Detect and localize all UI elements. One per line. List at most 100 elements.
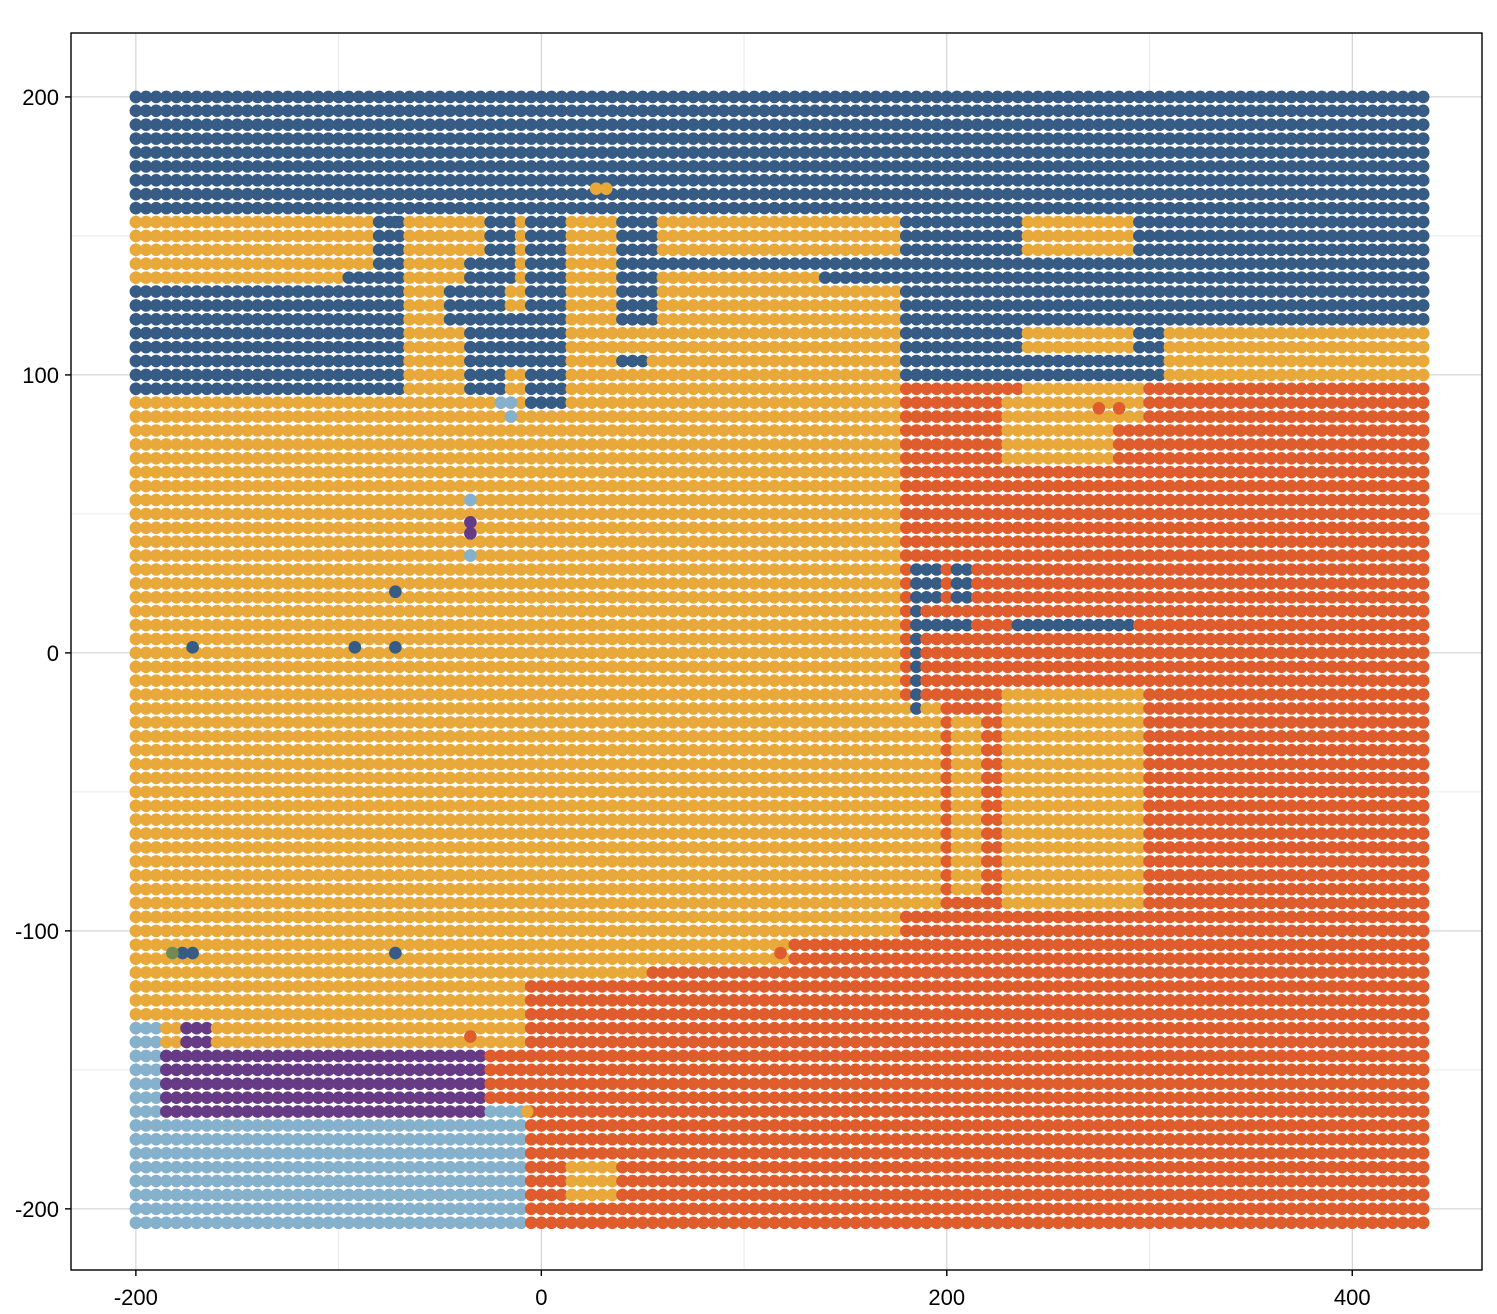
scatter-point-orange	[950, 1202, 964, 1216]
scatter-point-orange	[727, 1202, 741, 1216]
scatter-point-orange	[1112, 1216, 1126, 1230]
scatter-point-lightblue	[362, 1146, 376, 1160]
scatter-point-gold	[565, 1160, 579, 1174]
scatter-point-orange	[605, 1119, 619, 1132]
scatter-point-orange	[768, 1077, 781, 1091]
scatter-point-lightblue	[271, 1216, 285, 1230]
scatter-point-orange	[1274, 1188, 1288, 1202]
scatter-point-orange	[1356, 1063, 1369, 1077]
scatter-point-orange	[616, 1133, 629, 1146]
scatter-point-orange	[1234, 1146, 1248, 1160]
scatter-point-lightblue	[190, 1160, 203, 1174]
scatter-point-orange	[1051, 1188, 1065, 1202]
scatter-point-orange	[717, 1091, 731, 1104]
scatter-point-purple	[200, 1091, 214, 1104]
scatter-point-orange	[1062, 1160, 1075, 1174]
scatter-point-orange	[737, 1077, 751, 1091]
scatter-point-lightblue	[494, 1188, 508, 1202]
scatter-point-purple	[393, 1091, 406, 1104]
scatter-point-orange	[839, 1202, 852, 1216]
scatter-point-orange	[910, 1133, 923, 1146]
scatter-point-orange	[676, 1202, 690, 1216]
scatter-point-orange	[889, 1091, 903, 1104]
scatter-point-orange	[991, 1188, 1004, 1202]
scatter-point-orange	[747, 1105, 761, 1118]
scatter-point-orange	[1325, 1202, 1339, 1216]
scatter-point-orange	[1224, 1119, 1237, 1132]
scatter-point-orange	[778, 1216, 791, 1230]
scatter-point-lightblue	[342, 1119, 356, 1132]
scatter-point-orange	[778, 1174, 791, 1188]
scatter-point-orange	[555, 1133, 568, 1146]
scatter-point-orange	[1153, 1160, 1166, 1174]
scatter-point-lightblue	[403, 1174, 416, 1188]
scatter-point-lightblue	[332, 1133, 345, 1146]
scatter-point-orange	[1335, 1216, 1349, 1230]
scatter-point-orange	[676, 1063, 690, 1077]
scatter-point-orange	[1366, 1063, 1379, 1077]
scatter-point-orange	[1244, 1174, 1258, 1188]
scatter-point-purple	[403, 1063, 416, 1077]
scatter-point-orange	[1244, 1188, 1258, 1202]
scatter-point-lightblue	[382, 1174, 396, 1188]
scatter-point-orange	[605, 1063, 619, 1077]
scatter-point-purple	[159, 1063, 173, 1077]
scatter-point-orange	[960, 1091, 974, 1104]
scatter-point-orange	[828, 1063, 842, 1077]
scatter-point-orange	[626, 1077, 639, 1091]
scatter-point-orange	[798, 1146, 812, 1160]
scatter-point-lightblue	[433, 1160, 447, 1174]
scatter-point-purple	[261, 1077, 274, 1091]
scatter-point-orange	[879, 1063, 893, 1077]
scatter-point-orange	[768, 1133, 781, 1146]
scatter-point-orange	[1143, 1091, 1156, 1104]
scatter-point-lightblue	[362, 1174, 376, 1188]
scatter-point-lightblue	[504, 1202, 518, 1216]
scatter-point-orange	[1264, 1133, 1278, 1146]
scatter-point-orange	[697, 1063, 710, 1077]
scatter-point-orange	[1102, 1146, 1116, 1160]
scatter-point-orange	[1122, 1119, 1136, 1132]
scatter-point-orange	[910, 1119, 923, 1132]
scatter-point-orange	[697, 1105, 710, 1118]
scatter-point-lightblue	[139, 1146, 153, 1160]
scatter-point-orange	[1345, 1105, 1359, 1118]
scatter-point-orange	[910, 1091, 923, 1104]
scatter-point-orange	[1416, 1091, 1430, 1104]
scatter-point-orange	[1102, 1202, 1116, 1216]
scatter-point-purple	[382, 1091, 396, 1104]
scatter-point-orange	[839, 1160, 852, 1174]
scatter-point-orange	[808, 1146, 822, 1160]
scatter-point-orange	[758, 1119, 771, 1132]
scatter-point-purple	[322, 1105, 335, 1118]
scatter-point-lightblue	[230, 1119, 244, 1132]
scatter-point-orange	[656, 1160, 670, 1174]
scatter-point-orange	[545, 1105, 558, 1118]
scatter-point-orange	[1274, 1216, 1288, 1230]
scatter-point-orange	[626, 1188, 639, 1202]
scatter-point-orange	[1386, 1188, 1400, 1202]
scatter-point-orange	[991, 1202, 1004, 1216]
scatter-point-orange	[565, 1105, 579, 1118]
scatter-point-purple	[180, 1049, 193, 1063]
scatter-point-lightblue	[362, 1188, 376, 1202]
scatter-point-orange	[1214, 1216, 1227, 1230]
scatter-point-orange	[869, 1174, 883, 1188]
scatter-point-orange	[818, 1160, 832, 1174]
scatter-point-orange	[737, 1133, 751, 1146]
scatter-point-orange	[575, 1146, 589, 1160]
scatter-point-lightblue	[362, 1119, 376, 1132]
scatter-point-orange	[1133, 1174, 1146, 1188]
scatter-point-orange	[656, 1174, 670, 1188]
scatter-point-orange	[1102, 1216, 1116, 1230]
scatter-point-orange	[1204, 1160, 1217, 1174]
scatter-point-orange	[656, 1202, 670, 1216]
scatter-point-orange	[1133, 1146, 1146, 1160]
scatter-point-orange	[697, 1077, 710, 1091]
scatter-point-lightblue	[251, 1188, 264, 1202]
scatter-point-orange	[899, 1119, 913, 1132]
scatter-point-purple	[210, 1063, 224, 1077]
scatter-point-purple	[332, 1049, 345, 1063]
scatter-point-orange	[727, 1063, 741, 1077]
scatter-point-orange	[778, 1160, 791, 1174]
